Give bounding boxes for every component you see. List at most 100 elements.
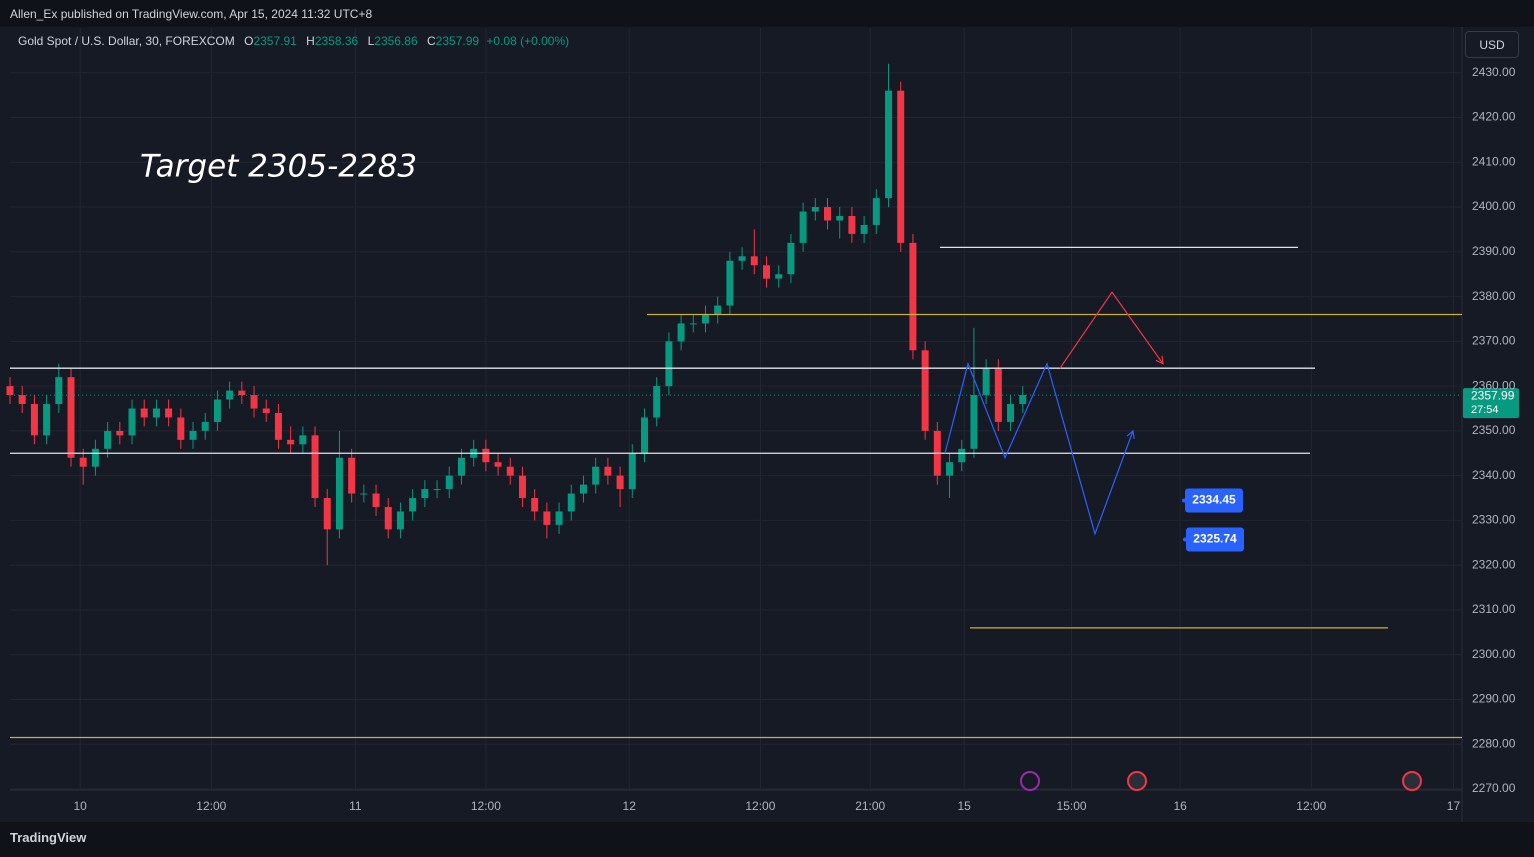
event-icon[interactable] bbox=[1402, 771, 1422, 791]
candle-body bbox=[982, 368, 990, 396]
currency-button[interactable]: USD bbox=[1465, 31, 1519, 58]
symbol: Gold Spot / U.S. Dollar, 30, FOREXCOM bbox=[18, 34, 235, 48]
candle-body bbox=[897, 90, 905, 243]
candle-body bbox=[457, 457, 465, 476]
x-tick-label: 12 bbox=[623, 799, 637, 813]
candle-body bbox=[189, 430, 197, 440]
x-tick-label: 15:00 bbox=[1057, 799, 1087, 813]
candle-body bbox=[604, 466, 612, 476]
candle-body bbox=[860, 224, 868, 234]
x-tick-label: 16 bbox=[1173, 799, 1187, 813]
axis-labels: 2270.00 2280.00 2290.00 2300.00 2310.00 2320.… bbox=[73, 65, 1515, 813]
y-tick-label: 2330.00 bbox=[1472, 513, 1516, 527]
candle-body bbox=[360, 493, 368, 495]
candle-body bbox=[274, 412, 282, 440]
candle-body bbox=[726, 260, 734, 306]
y-tick-label: 2410.00 bbox=[1472, 154, 1516, 168]
candle-body bbox=[79, 457, 87, 467]
candle-body bbox=[421, 489, 429, 499]
y-tick-label: 2320.00 bbox=[1472, 557, 1516, 571]
candle-body bbox=[958, 448, 966, 463]
y-tick-label: 2350.00 bbox=[1472, 423, 1516, 437]
ohlc-key: H bbox=[306, 34, 315, 48]
x-tick-label: 11 bbox=[349, 799, 362, 813]
y-tick-label: 2280.00 bbox=[1472, 736, 1516, 750]
annotation: Target 2305-2283 bbox=[140, 149, 417, 185]
candle-body bbox=[738, 256, 746, 261]
candle-body bbox=[677, 323, 685, 342]
candle-body bbox=[579, 484, 587, 494]
candle-body bbox=[775, 274, 783, 279]
event-icon[interactable] bbox=[1020, 771, 1040, 791]
x-tick-label: 12:00 bbox=[471, 799, 501, 813]
ohlc-key: L bbox=[367, 34, 375, 48]
candle-body bbox=[628, 453, 636, 490]
candle-body bbox=[665, 341, 673, 387]
change: +0.08 (+0.00%) bbox=[486, 34, 570, 48]
x-tick-label: 15 bbox=[957, 799, 971, 813]
brand: TradingView bbox=[10, 830, 87, 845]
y-tick-label: 2360.00 bbox=[1472, 378, 1516, 392]
candle-body bbox=[299, 435, 307, 445]
ohlc-value: 2356.86 bbox=[374, 34, 418, 48]
candle-body bbox=[567, 493, 575, 512]
drawings: 2334.45 2325.74 2357.99 27:54 bbox=[10, 246, 1519, 739]
candle-body bbox=[836, 216, 844, 221]
candle-body bbox=[616, 475, 624, 490]
candle-body bbox=[152, 408, 160, 418]
candle-body bbox=[91, 448, 99, 467]
candle-body bbox=[409, 498, 417, 512]
candle-body bbox=[531, 498, 539, 512]
candle-body bbox=[787, 242, 795, 275]
candle-body bbox=[6, 386, 14, 396]
candle-body bbox=[482, 448, 490, 463]
candle-body bbox=[946, 462, 954, 476]
candle-body bbox=[384, 506, 392, 530]
arrow-head bbox=[1155, 355, 1164, 365]
ohlc-value: 2357.91 bbox=[253, 34, 297, 48]
candle-body bbox=[872, 198, 880, 225]
y-tick-label: 2310.00 bbox=[1472, 602, 1516, 616]
countdown-label: 27:54 bbox=[1471, 404, 1499, 416]
candle-body bbox=[555, 511, 563, 525]
candle-body bbox=[921, 350, 929, 431]
y-tick-label: 2400.00 bbox=[1472, 199, 1516, 213]
candle-body bbox=[701, 314, 709, 324]
candle-body bbox=[250, 395, 258, 409]
x-tick-label: 12:00 bbox=[196, 799, 226, 813]
y-tick-label: 2270.00 bbox=[1472, 781, 1516, 795]
candle-body bbox=[18, 395, 26, 405]
candle-body bbox=[55, 377, 63, 405]
candle-body bbox=[30, 404, 38, 436]
y-tick-label: 2300.00 bbox=[1472, 647, 1516, 661]
candle-body bbox=[128, 408, 136, 436]
candle-body bbox=[348, 457, 356, 494]
candle-body bbox=[909, 242, 917, 351]
candle-body bbox=[848, 216, 856, 234]
x-tick-label: 10 bbox=[73, 799, 87, 813]
grid bbox=[10, 28, 1462, 790]
arrow-head bbox=[1126, 429, 1135, 439]
candle-body bbox=[433, 489, 441, 491]
candle-body bbox=[67, 377, 75, 458]
y-tick-label: 2390.00 bbox=[1472, 244, 1516, 258]
chart-background bbox=[0, 27, 1534, 822]
top-bar: Allen_Ex published on TradingView.com, A… bbox=[0, 0, 1534, 27]
candle-body bbox=[104, 430, 112, 449]
candle-body bbox=[43, 404, 51, 436]
candle-body bbox=[445, 475, 453, 490]
candle-body bbox=[238, 390, 246, 396]
price-label: 2325.74 bbox=[1193, 532, 1237, 546]
candle-body bbox=[323, 498, 331, 530]
candle-body bbox=[335, 457, 343, 530]
candle-body bbox=[116, 430, 124, 436]
last-price-badge bbox=[1463, 388, 1519, 419]
x-tick-label: 12:00 bbox=[745, 799, 775, 813]
candle-body bbox=[201, 421, 209, 431]
candle-body bbox=[970, 395, 978, 449]
candle-body bbox=[763, 265, 771, 279]
event-icon[interactable] bbox=[1127, 771, 1147, 791]
candle-body bbox=[592, 466, 600, 485]
